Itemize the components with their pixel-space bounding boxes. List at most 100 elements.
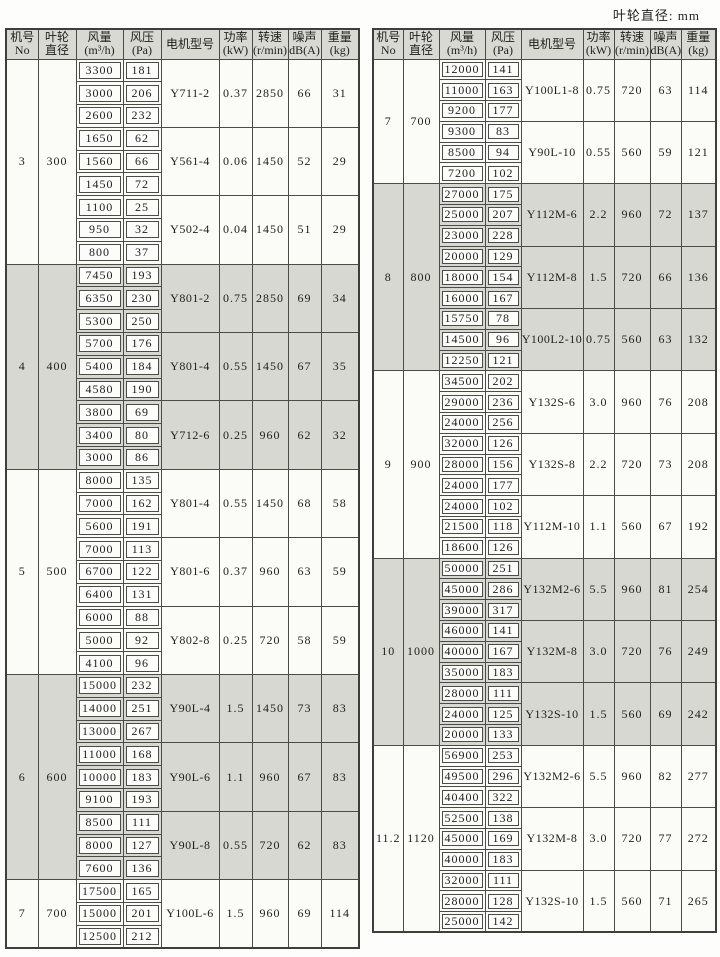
air-flow-cell: 5600 — [75, 514, 124, 539]
pressure-cell-box: 169 — [487, 831, 519, 847]
col-header-power: 功率 (kW) — [218, 28, 253, 60]
air-flow-cell: 32000 — [438, 869, 486, 892]
header-row: 机号 No 叶轮 直径 风量 (m³/h) 风压 (Pa) 电机型号 功率 (kW) 转速 (r/min… — [5, 28, 360, 60]
power-cell: 5.5 — [582, 744, 615, 809]
table-row: 49500 296 — [373, 765, 716, 788]
air-flow-cell-box: 50000 — [441, 561, 483, 577]
pressure-cell-box: 232 — [125, 677, 159, 695]
air-flow-cell: 6000 — [75, 605, 124, 630]
air-flow-cell: 9300 — [438, 120, 486, 143]
pressure-cell-box: 96 — [487, 332, 519, 348]
pressure-cell-box: 156 — [487, 457, 519, 473]
pressure-cell-box: 128 — [487, 893, 519, 909]
pressure-cell: 72 — [122, 172, 162, 197]
air-flow-cell-box: 25000 — [441, 914, 483, 930]
table-row: 15750 78 Y100L2-10 0.75 560 63 132 — [373, 308, 717, 372]
impeller-diameter-cell: 700 — [37, 879, 77, 949]
col-header-power: 功率 (kW) — [582, 28, 615, 60]
weight-cell: 31 — [320, 58, 360, 128]
air-flow-cell-box: 18600 — [441, 540, 483, 556]
noise-cell: 76 — [649, 620, 682, 684]
air-flow-cell: 5400 — [75, 354, 124, 379]
motor-model-cell: Y132M-8 — [520, 807, 584, 871]
pressure-cell-box: 163 — [487, 82, 519, 98]
air-flow-cell-box: 6400 — [78, 586, 121, 604]
weight-cell: 83 — [320, 674, 360, 744]
pressure-cell: 165 — [122, 879, 162, 903]
air-flow-cell-box: 11000 — [78, 745, 121, 763]
pressure-cell: 118 — [484, 516, 522, 538]
pressure-cell-box: 66 — [125, 153, 159, 171]
table-row: 12250 121 — [373, 349, 716, 372]
pressure-cell-box: 127 — [125, 836, 159, 854]
fan-no-cell: 7 — [5, 879, 39, 949]
fan-spec-table-right: 机号 No 叶轮 直径 风量 (m³/h) 风压 (Pa) 电机型号 功率 (kW) 转速 (r/min… — [372, 28, 717, 934]
pressure-cell: 267 — [122, 719, 162, 744]
impeller-diameter-cell: 400 — [37, 263, 77, 470]
air-flow-cell-box: 1100 — [78, 198, 121, 216]
pressure-cell: 102 — [484, 162, 522, 185]
air-flow-cell-box: 4100 — [78, 654, 121, 672]
weight-cell: 114 — [680, 58, 717, 122]
pressure-cell-box: 111 — [487, 685, 519, 701]
col-header-weight: 重量 (kg) — [680, 28, 717, 60]
weight-cell: 137 — [680, 183, 717, 247]
motor-model-cell: Y132S-8 — [520, 432, 584, 497]
pressure-cell-box: 138 — [487, 810, 519, 826]
air-flow-cell: 39000 — [438, 599, 486, 622]
air-flow-cell-box: 3000 — [78, 84, 121, 102]
air-flow-cell: 29000 — [438, 391, 486, 414]
table-row: 3000 206 — [6, 81, 359, 106]
air-flow-cell-box: 21500 — [441, 519, 483, 535]
air-flow-cell-box: 800 — [78, 244, 121, 262]
air-flow-cell-box: 14000 — [78, 700, 121, 718]
table-row: 3 300 3300 181 Y711-2 0.37 2850 66 31 — [5, 58, 360, 265]
pressure-cell: 322 — [484, 786, 522, 809]
pressure-cell: 129 — [484, 245, 522, 268]
air-flow-cell-box: 56900 — [441, 748, 483, 764]
air-flow-cell: 25000 — [438, 204, 486, 226]
pressure-cell-box: 296 — [487, 768, 519, 784]
motor-model-cell: Y801-4 — [160, 468, 220, 539]
air-flow-cell: 3400 — [75, 423, 124, 448]
air-flow-cell-box: 24000 — [441, 498, 483, 514]
motor-model-cell: Y100L2-10 — [520, 308, 584, 372]
pressure-cell-box: 72 — [125, 175, 159, 193]
power-cell: 3.0 — [582, 620, 615, 684]
pressure-cell-box: 83 — [487, 124, 519, 140]
air-flow-cell-box: 8000 — [78, 472, 121, 490]
power-cell: 1.5 — [218, 674, 253, 744]
pressure-cell-box: 25 — [125, 198, 159, 216]
pressure-cell-box: 167 — [487, 290, 519, 306]
pressure-cell-box: 62 — [125, 130, 159, 148]
motor-model-cell: Y100L-6 — [160, 879, 220, 949]
air-flow-cell: 800 — [75, 240, 124, 265]
pressure-cell-box: 96 — [125, 654, 159, 672]
table-row: 2600 232 — [6, 104, 359, 128]
pressure-cell: 135 — [122, 468, 162, 493]
noise-cell: 68 — [287, 468, 322, 539]
motor-model-cell: Y502-4 — [160, 195, 220, 265]
air-flow-cell-box: 32000 — [441, 436, 483, 452]
weight-cell: 29 — [320, 195, 360, 265]
pressure-cell-box: 165 — [125, 882, 159, 900]
motor-model-cell: Y711-2 — [160, 58, 220, 128]
speed-cell: 960 — [613, 370, 651, 434]
air-flow-cell-box: 8000 — [78, 836, 121, 854]
table-row: 1650 62 Y561-4 0.06 1450 52 29 — [6, 126, 360, 197]
air-flow-cell: 6700 — [75, 560, 124, 584]
power-cell: 0.55 — [218, 810, 253, 881]
noise-cell: 72 — [649, 183, 682, 247]
air-flow-cell-box: 9300 — [441, 124, 483, 140]
col-header-pressure: 风压 (Pa) — [122, 28, 162, 60]
pressure-cell: 193 — [122, 788, 162, 812]
noise-cell: 63 — [649, 58, 682, 122]
table-row: 6000 88 Y802-8 0.25 720 58 59 — [6, 605, 360, 676]
pressure-cell: 80 — [122, 423, 162, 448]
speed-cell: 560 — [613, 682, 651, 746]
air-flow-cell-box: 40000 — [441, 644, 483, 660]
pressure-cell-box: 162 — [125, 495, 159, 513]
pressure-cell: 133 — [484, 724, 522, 746]
pressure-cell: 177 — [484, 100, 522, 122]
air-flow-cell: 5300 — [75, 309, 124, 334]
